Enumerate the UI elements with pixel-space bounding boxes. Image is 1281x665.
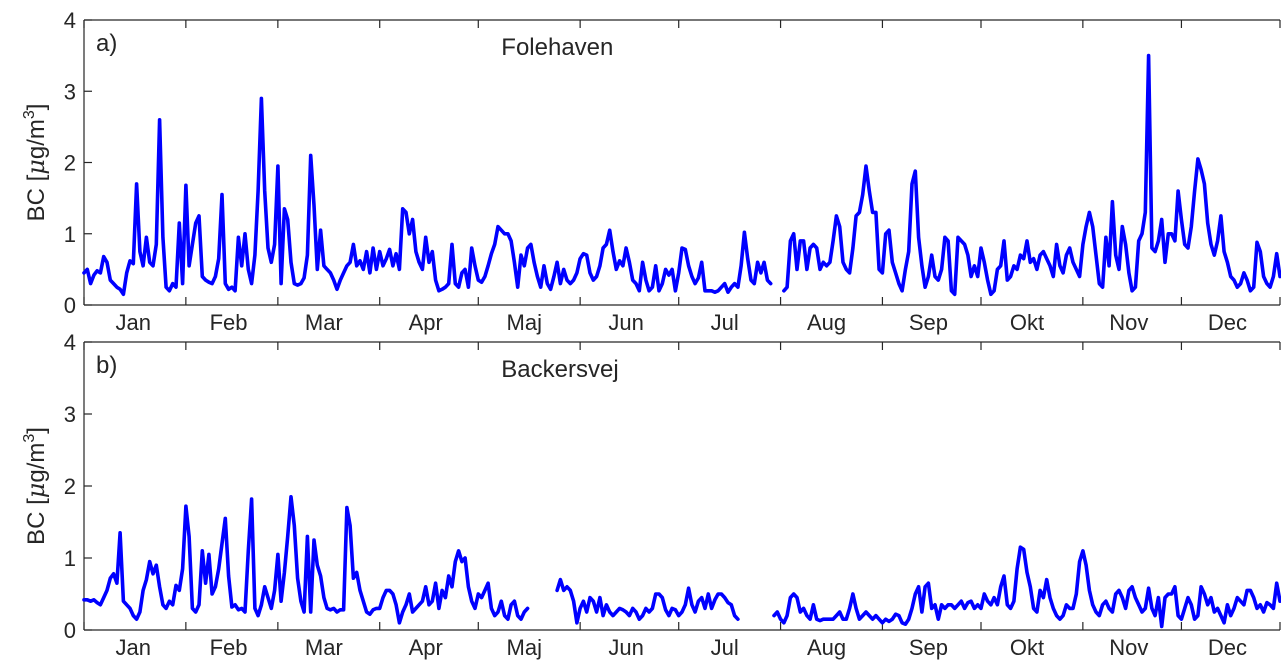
y-axis-title-part: ] [23,427,50,434]
x-tick-label-feb: Feb [210,635,248,660]
x-tick-label-nov: Nov [1109,635,1148,660]
series-line-0 [82,495,1281,629]
x-tick-label-jan: Jan [116,635,151,660]
y-axis-title-mu: μ [22,159,50,175]
y-tick-label: 3 [64,79,76,104]
y-tick-label: 3 [64,402,76,427]
panel-title: Backersvej [501,356,618,383]
y-axis-title-part: g/m [23,443,50,483]
panel-label: a) [96,30,117,57]
x-tick-label-jan: Jan [116,310,151,335]
x-tick-label-sep: Sep [909,310,948,335]
x-tick-label-feb: Feb [210,310,248,335]
y-tick-label: 4 [64,8,76,33]
x-tick-label-jun: Jun [608,635,643,660]
y-axis-title-part: BC [ [23,174,50,221]
y-axis-title-part: g/m [23,119,50,159]
y-tick-label: 4 [64,330,76,355]
x-tick-label-nov: Nov [1109,310,1148,335]
x-tick-label-jul: Jul [711,635,739,660]
x-tick-label-okt: Okt [1010,635,1044,660]
x-tick-label-apr: Apr [409,635,443,660]
x-tick-label-dec: Dec [1208,310,1247,335]
y-axis-title-mu: μ [22,483,50,499]
y-axis-title: BC [μg/m3] [21,104,50,222]
y-tick-label: 2 [64,474,76,499]
chart-panel-0: 0 1 2 3 4 Jan Feb Mar Apr Maj Jun Jul Aug Sep Okt Nov De… [21,8,1281,335]
x-tick-label-aug: Aug [807,310,846,335]
x-tick-label-mar: Mar [305,310,343,335]
x-tick-label-dec: Dec [1208,635,1247,660]
x-tick-label-mar: Mar [305,635,343,660]
y-axis-title-sup: 3 [21,434,38,443]
y-axis-title-sup: 3 [21,110,38,119]
x-tick-label-okt: Okt [1010,310,1044,335]
y-axis-title-part: ] [23,104,50,111]
x-tick-label-maj: Maj [507,310,542,335]
x-tick-label-jul: Jul [711,310,739,335]
x-tick-label-aug: Aug [807,635,846,660]
y-tick-label: 0 [64,293,76,318]
y-axis-title-part: BC [ [23,498,50,545]
y-tick-label: 1 [64,222,76,247]
x-tick-label-apr: Apr [409,310,443,335]
panel-label: b) [96,352,117,379]
x-tick-label-sep: Sep [909,635,948,660]
panel-title: Folehaven [501,34,613,61]
series-line-0 [82,53,1281,297]
y-tick-label: 2 [64,151,76,176]
x-tick-label-maj: Maj [507,635,542,660]
x-tick-label-jun: Jun [608,310,643,335]
y-axis-title: BC [μg/m3] [21,427,50,545]
chart-panel-1: 0 1 2 3 4 Jan Feb Mar Apr Maj Jun Jul Aug Sep Okt Nov De… [21,330,1281,660]
y-tick-label: 0 [64,618,76,643]
y-tick-label: 1 [64,546,76,571]
